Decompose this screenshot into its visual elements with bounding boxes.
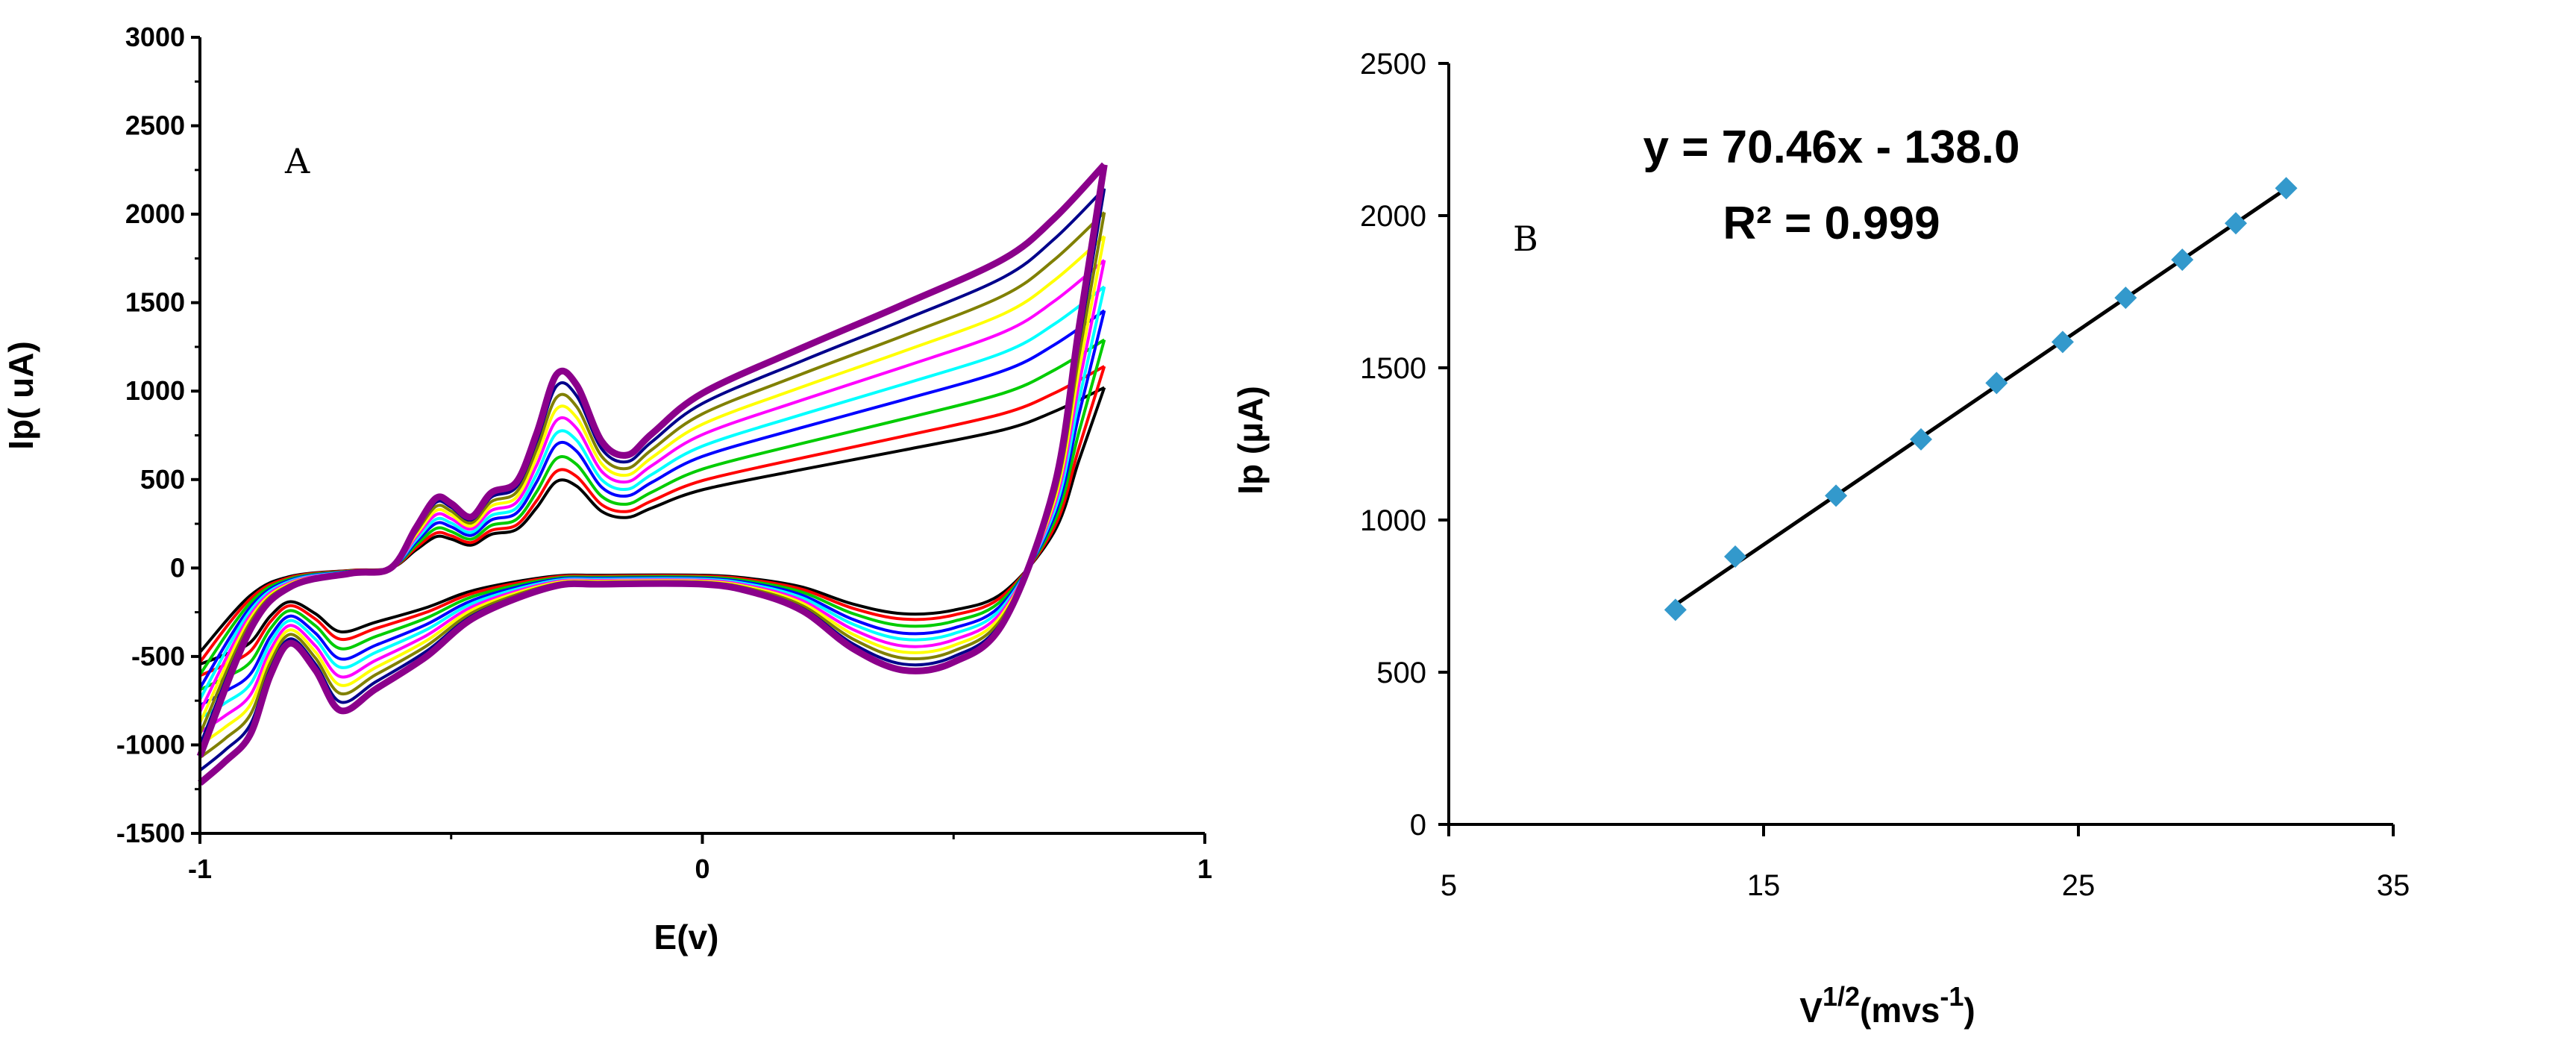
b-trendline: [1674, 187, 2287, 607]
b-data-point: [1985, 372, 2008, 395]
b-x-axis-title-unit: (mvs: [1860, 991, 1940, 1030]
b-data-point: [1664, 598, 1687, 621]
a-panel-label: A: [284, 141, 310, 181]
b-y-tick-label: 500: [1376, 657, 1426, 689]
a-y-tick-label: -500: [131, 641, 185, 671]
a-series-10-reverse: [198, 164, 1108, 786]
b-x-ticks: 5 15 25 35: [1441, 824, 2410, 902]
a-y-tick-label: 0: [170, 552, 185, 583]
a-y-tick-label: 500: [140, 464, 185, 495]
a-x-tick-label: 0: [695, 854, 709, 884]
b-data-point: [2225, 212, 2247, 235]
a-y-tick-label: 2000: [125, 198, 185, 229]
a-x-ticks: -1 0 1: [188, 833, 1212, 884]
b-x-axis-title-sup: 1/2: [1823, 981, 1860, 1012]
a-y-ticks: 3000 2500 2000 1500 1000 500 0 -500 -1000 -1500: [116, 22, 200, 848]
b-y-tick-label: 0: [1410, 809, 1426, 842]
b-data-point: [1724, 545, 1747, 568]
panel-a: 3000 2500 2000 1500 1000 500 0 -500 -1000 -1500 -…: [1, 22, 1212, 956]
b-data-point: [1825, 484, 1848, 507]
a-y-tick-label: 3000: [125, 22, 185, 52]
a-y-tick-label: -1000: [116, 729, 185, 760]
a-curves: [196, 162, 1108, 786]
b-x-axis-title-main: V: [1799, 991, 1823, 1030]
a-x-axis-title: E(v): [654, 918, 719, 956]
b-data-point: [2114, 286, 2137, 310]
a-x-tick-label: 1: [1197, 854, 1212, 884]
b-x-axis-title-unit-sup: -1: [1940, 981, 1964, 1012]
b-r-squared: R² = 0.999: [1723, 198, 1940, 249]
b-panel-label: B: [1513, 219, 1538, 259]
a-series-6-reverse: [198, 260, 1106, 734]
b-points: [1664, 177, 2298, 621]
b-data-point: [1910, 428, 1932, 451]
b-data-point: [2275, 177, 2298, 200]
a-y-tick-label: 1500: [125, 287, 185, 318]
b-x-tick-label: 25: [2062, 869, 2096, 902]
b-data-point: [2171, 248, 2194, 272]
b-x-axis-title-close: ): [1964, 991, 1975, 1030]
b-x-tick-label: 5: [1441, 869, 1457, 902]
b-x-axis-title: V1/2(mvs-1): [1799, 981, 1975, 1030]
b-y-ticks: 2500 2000 1500 1000 500 0: [1360, 48, 1449, 842]
b-y-axis-title: Ip (μA): [1231, 386, 1270, 495]
a-series-10-forward: [196, 162, 1107, 758]
a-y-tick-label: -1500: [116, 818, 185, 848]
a-y-axis-title: Ip( uA): [1, 341, 40, 450]
b-y-tick-label: 1500: [1360, 352, 1426, 385]
panel-b: 2500 2000 1500 1000 500 0 5 15 25 35 y = 70.46x …: [1231, 48, 2410, 1030]
b-x-tick-label: 15: [1747, 869, 1781, 902]
b-x-tick-label: 35: [2377, 869, 2410, 902]
b-equation: y = 70.46x - 138.0: [1643, 122, 2019, 173]
b-y-tick-label: 1000: [1360, 504, 1426, 537]
b-data-point: [2051, 331, 2074, 354]
b-y-tick-label: 2000: [1360, 200, 1426, 233]
a-y-tick-label: 1000: [125, 375, 185, 406]
a-y-tick-label: 2500: [125, 110, 185, 141]
b-y-tick-label: 2500: [1360, 48, 1426, 81]
a-x-tick-label: -1: [188, 854, 212, 884]
